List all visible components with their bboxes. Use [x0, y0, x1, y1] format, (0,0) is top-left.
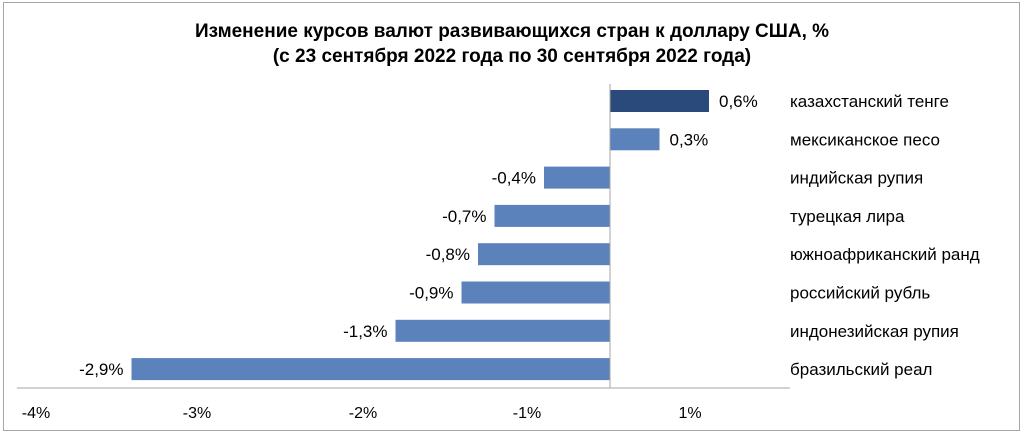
data-label: -0,4% [492, 169, 536, 188]
category-label: индонезийская рупия [790, 322, 959, 341]
x-tick-label: -1% [513, 405, 541, 422]
chart-title: Изменение курсов валют развивающихся стр… [194, 21, 830, 42]
data-label: -2,9% [79, 360, 123, 379]
category-label: турецкая лира [790, 207, 905, 226]
bar [395, 319, 610, 342]
chart-frame [3, 2, 1020, 431]
bar [610, 90, 709, 112]
category-label: российский рубль [790, 284, 930, 303]
data-label: -1,3% [343, 322, 387, 341]
x-tick-label: -4% [22, 405, 50, 422]
data-label: 0,3% [670, 130, 709, 149]
bar [478, 243, 610, 266]
category-label: индийская рупия [790, 169, 923, 188]
category-label: мексиканское песо [790, 130, 940, 149]
bar [544, 166, 610, 189]
data-label: -0,9% [409, 284, 453, 303]
category-label: казахстанский тенге [790, 92, 949, 111]
bar [494, 204, 610, 227]
bar [461, 281, 610, 304]
x-tick-label: -2% [349, 405, 377, 422]
category-label: бразильский реал [790, 360, 932, 379]
data-label: 0,6% [719, 92, 758, 111]
data-label: -0,7% [442, 207, 486, 226]
data-label: -0,8% [426, 245, 470, 264]
chart-subtitle: (с 23 сентября 2022 года по 30 сентября … [272, 46, 752, 67]
category-label: южноафриканский ранд [790, 245, 980, 264]
x-tick-label: 1% [678, 405, 701, 422]
bar [131, 358, 610, 381]
x-tick-label: -3% [183, 405, 211, 422]
bar [610, 128, 660, 151]
